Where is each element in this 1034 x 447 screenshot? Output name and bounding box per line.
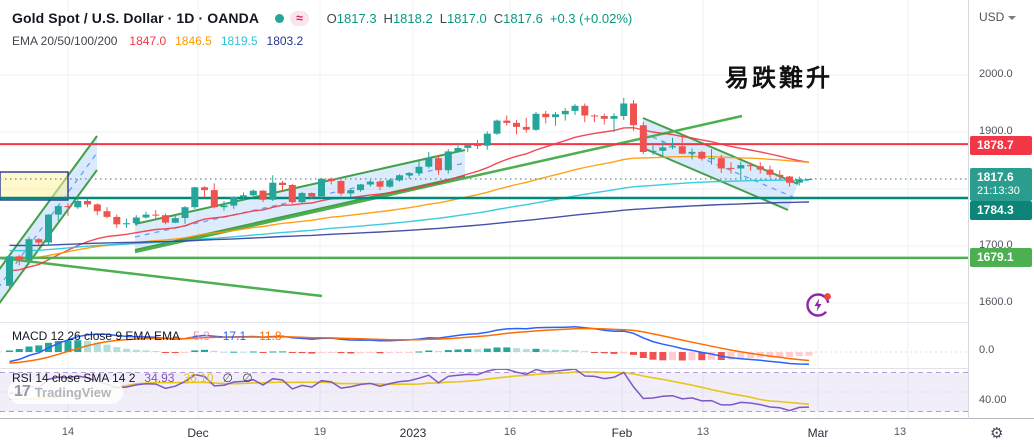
currency-selector[interactable]: USD (979, 10, 1017, 24)
time-axis-label: Dec (187, 426, 209, 440)
time-axis-border (0, 418, 1034, 419)
tradingview-watermark[interactable]: 17 TradingView (8, 380, 124, 404)
rsi-null-values: ∅ ∅ (222, 371, 256, 385)
macd-signal-value: -11.8 (255, 329, 282, 343)
macd-legend[interactable]: MACD 12 26 close 9 EMA EMA -5.3 -17.1 -1… (12, 329, 282, 343)
chart-text-annotation: 易跌難升 (725, 65, 833, 92)
rsi-sma-value: 36.10 (183, 371, 214, 385)
tradingview-logo-icon: 17 (14, 383, 31, 400)
bar-countdown: 21:13:30 (977, 185, 1020, 197)
ema200-value: 1803.2 (266, 34, 304, 48)
price-tag-last-price: 1817.6 21:13:30 (970, 168, 1032, 201)
change-value: +0.3 (+0.02%) (549, 10, 633, 26)
time-axis-label: 13 (893, 426, 907, 438)
ema100-value: 1819.5 (220, 34, 258, 48)
price-tag-resistance: 1878.7 (970, 136, 1032, 155)
time-axis-label: 16 (503, 426, 517, 438)
time-axis-label: 14 (61, 426, 75, 438)
gear-settings-icon[interactable]: ⚙ (990, 424, 1004, 442)
ohlc-values: O1817.3 H1818.2 L1817.0 C1817.6 +0.3 (+0… (326, 10, 633, 26)
market-open-dot-icon (275, 13, 285, 23)
time-axis-label: Feb (611, 426, 633, 440)
price-tag-support: 1784.3 (970, 201, 1032, 220)
approx-data-badge: ≈ (290, 10, 309, 26)
y-axis-tick: 2000.0 (979, 68, 1013, 80)
price-axis-border (968, 0, 969, 447)
chart-canvas[interactable] (0, 0, 968, 418)
rsi-value: 34.93 (144, 371, 175, 385)
y-axis-tick: 1600.0 (979, 296, 1013, 308)
macd-hist-value: -5.3 (189, 329, 210, 343)
ema50-value: 1846.5 (175, 34, 212, 48)
rsi-40-tick: 40.00 (979, 393, 1007, 406)
ema-legend[interactable]: EMA 20/50/100/200 1847.0 1846.5 1819.5 1… (12, 34, 304, 48)
time-axis-label: 2023 (399, 426, 427, 440)
time-axis-label: Mar (807, 426, 829, 440)
pane-divider[interactable] (0, 322, 1034, 323)
symbol-legend[interactable]: Gold Spot / U.S. Dollar · 1D · OANDA ≈ O… (12, 8, 632, 28)
time-axis[interactable]: ⚙ 14 Dec 19 2023 16 Feb 13 Mar 13 (0, 419, 1034, 447)
y-axis-tick: 1900.0 (979, 125, 1013, 137)
rsi-legend[interactable]: RSI 14 close SMA 14 2 34.93 36.10 ∅ ∅ (12, 371, 256, 385)
time-axis-label: 13 (696, 426, 710, 438)
flash-event-icon[interactable] (804, 289, 836, 321)
ema20-value: 1847.0 (129, 34, 167, 48)
macd-line-value: -17.1 (218, 329, 247, 343)
time-axis-label: 19 (313, 426, 327, 438)
chevron-down-icon (1008, 16, 1017, 20)
symbol-title[interactable]: Gold Spot / U.S. Dollar · 1D · OANDA (12, 10, 260, 26)
macd-zero-tick: 0.0 (979, 344, 995, 356)
pane-divider[interactable] (0, 368, 1034, 369)
price-tag-support-low: 1679.1 (970, 248, 1032, 267)
